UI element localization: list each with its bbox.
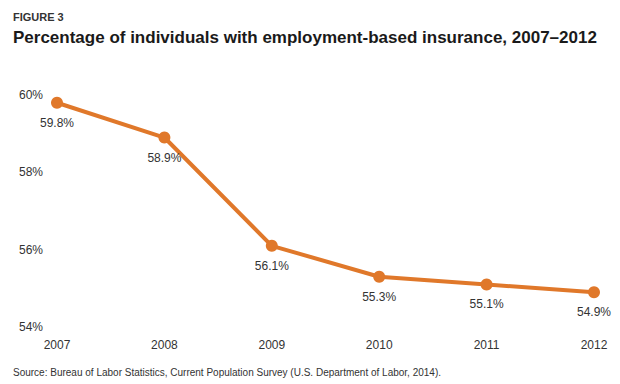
svg-text:58%: 58% [19,165,43,179]
svg-text:2007: 2007 [44,338,71,352]
svg-text:FIGURE 3: FIGURE 3 [13,11,64,23]
svg-text:Source: Bureau of Labor Statis: Source: Bureau of Labor Statistics, Curr… [13,367,441,378]
svg-text:58.9%: 58.9% [147,151,181,165]
svg-text:2012: 2012 [581,338,608,352]
svg-text:56.1%: 56.1% [255,259,289,273]
svg-text:2010: 2010 [366,338,393,352]
svg-text:Percentage of individuals with: Percentage of individuals with employmen… [13,28,597,47]
svg-text:59.8%: 59.8% [40,116,74,130]
svg-text:54.9%: 54.9% [577,305,611,319]
svg-text:55.1%: 55.1% [470,297,504,311]
svg-text:60%: 60% [19,88,43,102]
svg-text:2009: 2009 [258,338,285,352]
svg-text:2011: 2011 [474,338,500,352]
svg-text:56%: 56% [19,243,43,257]
svg-text:55.3%: 55.3% [362,290,396,304]
svg-text:54%: 54% [19,320,43,334]
svg-text:2008: 2008 [151,338,178,352]
